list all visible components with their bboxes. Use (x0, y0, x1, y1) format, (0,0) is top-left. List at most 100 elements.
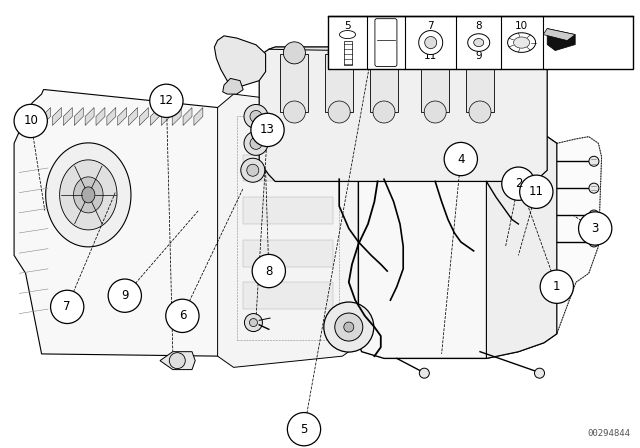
Polygon shape (514, 37, 529, 48)
Circle shape (250, 319, 257, 327)
FancyBboxPatch shape (375, 19, 397, 66)
Text: 10: 10 (23, 114, 38, 128)
Polygon shape (96, 108, 105, 125)
Circle shape (284, 42, 305, 64)
Polygon shape (486, 119, 557, 358)
Polygon shape (259, 47, 547, 181)
Text: 4: 4 (457, 152, 465, 166)
Circle shape (424, 42, 446, 64)
Polygon shape (107, 108, 116, 125)
Text: 11: 11 (529, 185, 544, 198)
Polygon shape (42, 108, 51, 125)
Bar (328, 16, 633, 69)
Text: 5: 5 (300, 422, 308, 436)
Text: 9: 9 (121, 289, 129, 302)
Circle shape (14, 104, 47, 138)
Circle shape (252, 254, 285, 288)
Circle shape (287, 413, 321, 446)
Circle shape (419, 368, 429, 378)
Circle shape (328, 101, 350, 123)
Circle shape (247, 164, 259, 176)
Text: 11: 11 (424, 51, 437, 61)
Polygon shape (340, 30, 356, 39)
Circle shape (284, 101, 305, 123)
Text: 7: 7 (63, 300, 71, 314)
Circle shape (250, 138, 262, 149)
Polygon shape (425, 37, 436, 48)
Polygon shape (421, 54, 449, 112)
Circle shape (108, 279, 141, 312)
Polygon shape (269, 47, 538, 54)
Polygon shape (150, 108, 159, 125)
Polygon shape (243, 282, 333, 309)
Polygon shape (243, 155, 333, 181)
Polygon shape (466, 54, 494, 112)
Text: 6: 6 (383, 22, 389, 31)
Polygon shape (82, 187, 95, 203)
Polygon shape (52, 108, 61, 125)
Polygon shape (218, 94, 358, 367)
Text: 9: 9 (476, 51, 482, 61)
Text: 2: 2 (515, 177, 522, 190)
Circle shape (589, 156, 599, 166)
Text: 6: 6 (179, 309, 186, 323)
Polygon shape (140, 108, 148, 125)
Circle shape (424, 101, 446, 123)
Polygon shape (60, 160, 117, 230)
Polygon shape (547, 29, 575, 51)
Polygon shape (74, 108, 83, 125)
Text: 10: 10 (515, 22, 528, 31)
Polygon shape (468, 34, 490, 52)
Circle shape (589, 183, 599, 193)
Text: 5: 5 (344, 22, 351, 31)
Circle shape (534, 368, 545, 378)
Circle shape (444, 142, 477, 176)
Circle shape (244, 131, 268, 155)
Polygon shape (474, 39, 484, 47)
Polygon shape (243, 240, 333, 267)
Circle shape (250, 111, 262, 122)
Polygon shape (543, 29, 575, 41)
Polygon shape (172, 108, 181, 125)
Circle shape (373, 42, 395, 64)
Circle shape (244, 314, 262, 332)
Text: 12: 12 (159, 94, 174, 108)
Circle shape (150, 84, 183, 117)
Polygon shape (557, 137, 602, 334)
Polygon shape (160, 352, 195, 370)
Text: 8: 8 (265, 264, 273, 278)
Circle shape (51, 290, 84, 323)
Circle shape (373, 101, 395, 123)
Circle shape (469, 42, 491, 64)
Text: 7: 7 (428, 22, 434, 31)
Polygon shape (63, 108, 72, 125)
Polygon shape (14, 90, 238, 356)
Polygon shape (194, 108, 203, 125)
Circle shape (170, 353, 186, 369)
Circle shape (328, 42, 350, 64)
Circle shape (540, 270, 573, 303)
Polygon shape (508, 33, 536, 52)
Polygon shape (74, 177, 103, 213)
Polygon shape (45, 143, 131, 247)
Circle shape (251, 113, 284, 146)
Polygon shape (243, 197, 333, 224)
Polygon shape (223, 78, 243, 94)
Polygon shape (214, 36, 266, 90)
Polygon shape (419, 30, 443, 55)
Circle shape (344, 322, 354, 332)
Text: 3: 3 (591, 222, 599, 235)
Circle shape (469, 101, 491, 123)
Circle shape (335, 313, 363, 341)
Circle shape (520, 175, 553, 208)
Polygon shape (183, 108, 192, 125)
Circle shape (166, 299, 199, 332)
Text: 1: 1 (553, 280, 561, 293)
Polygon shape (85, 108, 94, 125)
Polygon shape (370, 54, 398, 112)
Polygon shape (358, 119, 557, 358)
Circle shape (241, 158, 265, 182)
Circle shape (589, 210, 599, 220)
Text: 8: 8 (476, 22, 482, 31)
Polygon shape (161, 108, 170, 125)
